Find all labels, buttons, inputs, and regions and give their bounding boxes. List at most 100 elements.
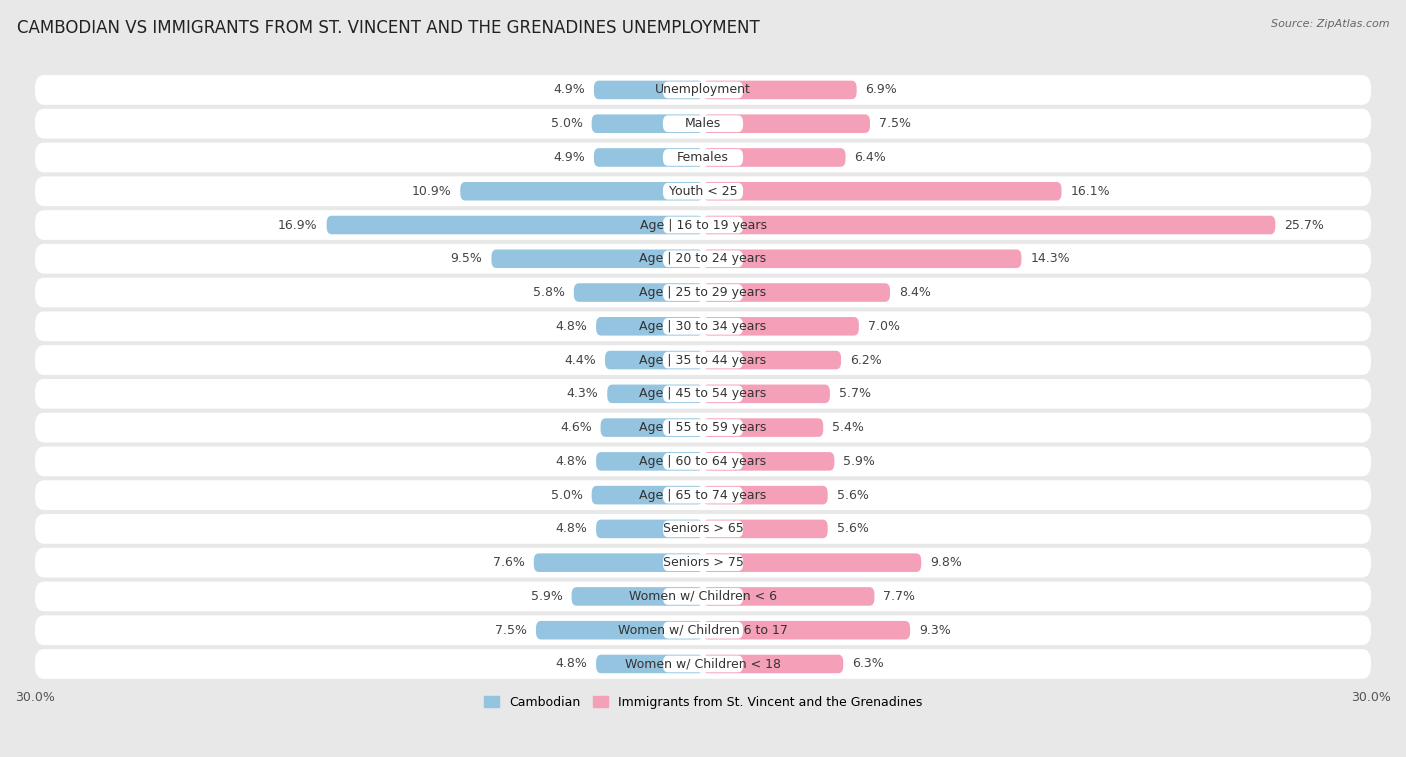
Text: Source: ZipAtlas.com: Source: ZipAtlas.com: [1271, 19, 1389, 29]
FancyBboxPatch shape: [35, 379, 1371, 409]
FancyBboxPatch shape: [607, 385, 703, 403]
FancyBboxPatch shape: [35, 142, 1371, 173]
Text: 4.9%: 4.9%: [553, 83, 585, 96]
Text: 6.4%: 6.4%: [855, 151, 886, 164]
Text: Age | 60 to 64 years: Age | 60 to 64 years: [640, 455, 766, 468]
FancyBboxPatch shape: [662, 82, 744, 98]
FancyBboxPatch shape: [35, 615, 1371, 645]
Text: 5.9%: 5.9%: [531, 590, 562, 603]
FancyBboxPatch shape: [662, 149, 744, 166]
Text: 6.9%: 6.9%: [866, 83, 897, 96]
FancyBboxPatch shape: [662, 251, 744, 267]
Text: Males: Males: [685, 117, 721, 130]
FancyBboxPatch shape: [662, 487, 744, 503]
Text: 7.6%: 7.6%: [494, 556, 524, 569]
Text: Age | 16 to 19 years: Age | 16 to 19 years: [640, 219, 766, 232]
Text: 6.3%: 6.3%: [852, 658, 884, 671]
FancyBboxPatch shape: [703, 419, 824, 437]
FancyBboxPatch shape: [703, 587, 875, 606]
Text: 25.7%: 25.7%: [1284, 219, 1324, 232]
FancyBboxPatch shape: [35, 278, 1371, 307]
Text: 7.5%: 7.5%: [879, 117, 911, 130]
FancyBboxPatch shape: [492, 250, 703, 268]
Text: 5.0%: 5.0%: [551, 117, 582, 130]
Text: 9.8%: 9.8%: [931, 556, 962, 569]
Text: 9.3%: 9.3%: [920, 624, 950, 637]
FancyBboxPatch shape: [35, 447, 1371, 476]
Text: Unemployment: Unemployment: [655, 83, 751, 96]
FancyBboxPatch shape: [703, 148, 845, 167]
FancyBboxPatch shape: [35, 413, 1371, 442]
FancyBboxPatch shape: [35, 244, 1371, 273]
FancyBboxPatch shape: [662, 621, 744, 639]
FancyBboxPatch shape: [592, 486, 703, 504]
Text: 7.5%: 7.5%: [495, 624, 527, 637]
Text: Age | 20 to 24 years: Age | 20 to 24 years: [640, 252, 766, 265]
FancyBboxPatch shape: [596, 519, 703, 538]
FancyBboxPatch shape: [35, 514, 1371, 544]
Text: 4.8%: 4.8%: [555, 319, 588, 333]
FancyBboxPatch shape: [35, 75, 1371, 104]
FancyBboxPatch shape: [534, 553, 703, 572]
FancyBboxPatch shape: [536, 621, 703, 640]
Text: 5.7%: 5.7%: [839, 388, 870, 400]
FancyBboxPatch shape: [703, 350, 841, 369]
FancyBboxPatch shape: [703, 385, 830, 403]
FancyBboxPatch shape: [703, 317, 859, 335]
FancyBboxPatch shape: [35, 548, 1371, 578]
FancyBboxPatch shape: [596, 655, 703, 673]
FancyBboxPatch shape: [35, 480, 1371, 510]
FancyBboxPatch shape: [662, 521, 744, 537]
FancyBboxPatch shape: [35, 345, 1371, 375]
FancyBboxPatch shape: [703, 81, 856, 99]
Text: 5.0%: 5.0%: [551, 488, 582, 502]
FancyBboxPatch shape: [35, 109, 1371, 139]
Text: 5.6%: 5.6%: [837, 488, 869, 502]
FancyBboxPatch shape: [662, 115, 744, 132]
Text: 6.2%: 6.2%: [851, 354, 882, 366]
FancyBboxPatch shape: [662, 656, 744, 672]
FancyBboxPatch shape: [35, 210, 1371, 240]
Text: 7.7%: 7.7%: [883, 590, 915, 603]
Text: 4.3%: 4.3%: [567, 388, 599, 400]
FancyBboxPatch shape: [703, 182, 1062, 201]
Text: Age | 45 to 54 years: Age | 45 to 54 years: [640, 388, 766, 400]
FancyBboxPatch shape: [662, 183, 744, 200]
Text: Age | 30 to 34 years: Age | 30 to 34 years: [640, 319, 766, 333]
FancyBboxPatch shape: [662, 419, 744, 436]
FancyBboxPatch shape: [574, 283, 703, 302]
FancyBboxPatch shape: [572, 587, 703, 606]
FancyBboxPatch shape: [35, 176, 1371, 206]
Text: 8.4%: 8.4%: [898, 286, 931, 299]
FancyBboxPatch shape: [703, 114, 870, 133]
FancyBboxPatch shape: [662, 318, 744, 335]
FancyBboxPatch shape: [703, 452, 834, 471]
Legend: Cambodian, Immigrants from St. Vincent and the Grenadines: Cambodian, Immigrants from St. Vincent a…: [479, 690, 927, 714]
FancyBboxPatch shape: [35, 649, 1371, 679]
Text: Females: Females: [678, 151, 728, 164]
Text: 5.4%: 5.4%: [832, 421, 865, 434]
FancyBboxPatch shape: [662, 352, 744, 369]
Text: 4.6%: 4.6%: [560, 421, 592, 434]
FancyBboxPatch shape: [703, 486, 828, 504]
Text: CAMBODIAN VS IMMIGRANTS FROM ST. VINCENT AND THE GRENADINES UNEMPLOYMENT: CAMBODIAN VS IMMIGRANTS FROM ST. VINCENT…: [17, 19, 759, 37]
FancyBboxPatch shape: [703, 553, 921, 572]
Text: 4.8%: 4.8%: [555, 455, 588, 468]
Text: 4.4%: 4.4%: [564, 354, 596, 366]
Text: 4.8%: 4.8%: [555, 522, 588, 535]
Text: Women w/ Children < 18: Women w/ Children < 18: [626, 658, 780, 671]
FancyBboxPatch shape: [326, 216, 703, 234]
FancyBboxPatch shape: [662, 284, 744, 301]
FancyBboxPatch shape: [662, 385, 744, 402]
Text: Women w/ Children 6 to 17: Women w/ Children 6 to 17: [619, 624, 787, 637]
Text: 5.9%: 5.9%: [844, 455, 875, 468]
FancyBboxPatch shape: [605, 350, 703, 369]
Text: 7.0%: 7.0%: [868, 319, 900, 333]
Text: Seniors > 75: Seniors > 75: [662, 556, 744, 569]
Text: 14.3%: 14.3%: [1031, 252, 1070, 265]
FancyBboxPatch shape: [662, 588, 744, 605]
Text: Age | 25 to 29 years: Age | 25 to 29 years: [640, 286, 766, 299]
FancyBboxPatch shape: [592, 114, 703, 133]
FancyBboxPatch shape: [35, 311, 1371, 341]
Text: 9.5%: 9.5%: [451, 252, 482, 265]
